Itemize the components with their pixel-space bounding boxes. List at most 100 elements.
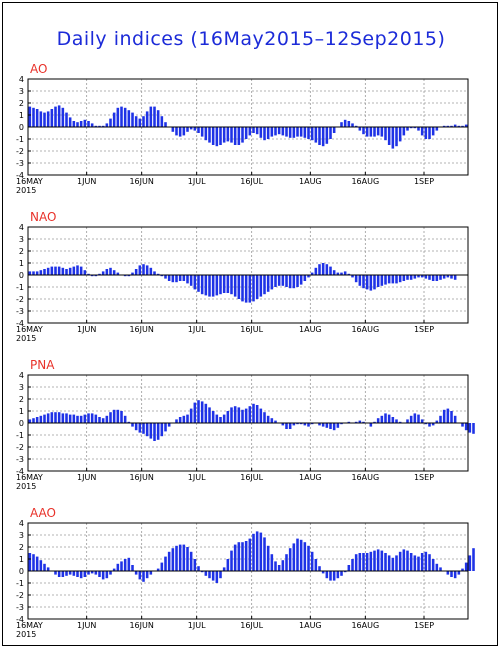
bar: [296, 423, 299, 425]
bar: [321, 571, 325, 574]
y-tick-label: 0: [19, 419, 24, 428]
bar: [65, 413, 68, 423]
bar: [285, 275, 288, 287]
bar: [32, 418, 35, 423]
bar: [431, 559, 435, 571]
bar: [134, 116, 138, 127]
bar: [226, 411, 230, 423]
bar: [68, 267, 72, 275]
bar: [413, 555, 417, 571]
bar: [303, 127, 307, 138]
bar: [76, 265, 79, 275]
y-tick-label: -2: [16, 443, 24, 452]
bar: [120, 411, 123, 423]
bar: [468, 555, 472, 571]
bar: [263, 537, 266, 571]
bar: [145, 423, 149, 437]
bar: [307, 423, 310, 427]
bar: [182, 127, 186, 136]
bar: [263, 275, 266, 295]
bar: [57, 266, 61, 275]
bar: [208, 571, 211, 579]
bar: [307, 275, 310, 278]
bar: [453, 571, 457, 579]
bar: [332, 270, 336, 275]
bar: [112, 409, 116, 423]
x-tick-label: 16JUL: [240, 325, 263, 334]
bar: [310, 551, 314, 571]
bar: [101, 125, 105, 127]
bar: [90, 275, 94, 277]
y-tick-label: 1: [19, 407, 24, 416]
bar: [153, 423, 156, 441]
bar: [178, 544, 182, 571]
bar: [101, 571, 105, 580]
x-tick-label: 16MAY: [16, 621, 43, 630]
bar: [296, 538, 299, 571]
bar: [153, 106, 156, 127]
bar: [61, 267, 65, 275]
bar: [248, 406, 252, 423]
bar: [255, 405, 259, 423]
y-tick-label: -4: [16, 467, 24, 476]
bar: [266, 545, 270, 571]
bar: [277, 275, 281, 286]
x-tick-label: 16JUN: [129, 473, 153, 482]
bar: [142, 571, 145, 582]
bar: [197, 400, 200, 423]
bar: [241, 542, 244, 571]
bar: [336, 571, 340, 579]
bar: [197, 127, 200, 133]
bar: [68, 571, 72, 575]
x-tick-label: 1JUL: [188, 621, 206, 630]
bar: [420, 275, 424, 278]
bar: [43, 269, 46, 275]
y-tick-label: 4: [19, 75, 24, 84]
bar: [54, 412, 57, 423]
bar: [325, 571, 329, 579]
bar: [288, 127, 292, 138]
bar: [376, 418, 380, 423]
y-tick-label: 0: [19, 567, 24, 576]
bar: [464, 124, 468, 127]
y-tick-label: -1: [16, 431, 24, 440]
y-tick-label: -2: [16, 591, 24, 600]
bar: [171, 127, 175, 132]
x-tick-label: 16JUL: [240, 473, 263, 482]
bar: [450, 125, 453, 127]
bar: [292, 423, 296, 426]
bar: [208, 275, 211, 297]
bar: [127, 110, 131, 127]
bar: [343, 571, 347, 573]
panel-label-nao: NAO: [30, 210, 56, 224]
bar: [391, 557, 395, 571]
bar: [398, 551, 402, 571]
bar: [329, 127, 332, 139]
x-tick-label: 16JUN: [129, 177, 153, 186]
bar: [230, 550, 233, 571]
bar: [435, 127, 439, 131]
bar: [310, 423, 314, 425]
y-tick-label: -3: [16, 159, 24, 168]
bar: [417, 275, 420, 278]
x-tick-year: 2015: [16, 186, 36, 195]
bar: [32, 554, 35, 571]
bar: [186, 127, 189, 132]
bar: [453, 415, 457, 423]
bar: [54, 266, 57, 275]
bar: [46, 267, 50, 275]
bar: [142, 423, 145, 434]
bar: [318, 566, 321, 571]
bar: [145, 111, 149, 127]
bar: [314, 559, 318, 571]
bar: [43, 414, 46, 423]
bar: [123, 415, 127, 423]
bar: [354, 125, 358, 127]
bar: [252, 403, 255, 423]
bar: [138, 571, 142, 580]
y-tick-label: 4: [19, 223, 24, 232]
bar: [182, 415, 186, 423]
bar: [285, 554, 288, 571]
bar: [90, 413, 94, 423]
bar: [409, 127, 413, 129]
